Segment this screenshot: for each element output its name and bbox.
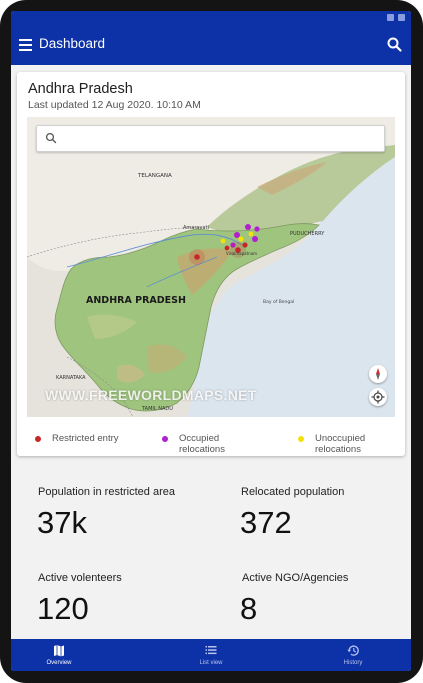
nav-history-label: History (343, 660, 363, 666)
stat-value-active-volunteers: 120 (37, 591, 89, 626)
map-label-karnataka: KARNATAKA (56, 375, 86, 381)
compass-icon[interactable] (369, 365, 387, 383)
screen: Dashboard Andhra Pradesh Last updated 12… (11, 11, 411, 671)
nav-history[interactable]: History (308, 639, 398, 671)
map-label-telangana: TELANGANA (138, 173, 172, 179)
menu-icon[interactable] (19, 37, 33, 53)
map-view[interactable]: TELANGANA Amaravati ANDHRA PRADESH PUDUC… (27, 117, 395, 417)
list-icon (205, 646, 217, 655)
legend-dot-occupied (162, 436, 168, 442)
map-icon (54, 645, 64, 657)
nav-list-view[interactable]: List view (166, 639, 256, 671)
stat-value-active-ngo: 8 (240, 591, 258, 626)
battery-icon (398, 14, 405, 21)
map-search-input[interactable] (36, 125, 385, 152)
nav-list-view-label: List view (199, 660, 223, 666)
legend-label-occupied: Occupied relocations (179, 433, 225, 455)
map-watermark: WWW.FREEWORLDMAPS.NET (45, 387, 257, 403)
map-label-bay: Bay of Bengal (263, 300, 295, 305)
stat-label-active-volunteers: Active volenteers (38, 572, 122, 584)
map-canvas (27, 117, 395, 417)
legend-label-unoccupied: Unoccupied relocations (315, 433, 366, 455)
stat-label-population-restricted: Population in restricted area (38, 486, 175, 498)
page-title: Dashboard (39, 36, 106, 51)
stat-label-relocated-population: Relocated population (241, 486, 345, 498)
region-map-card: Andhra Pradesh Last updated 12 Aug 2020.… (17, 72, 405, 456)
map-label-state: ANDHRA PRADESH (86, 295, 186, 306)
signal-icon (387, 14, 394, 21)
bottom-navigation: Overview List view Hi (11, 639, 411, 671)
legend-dot-unoccupied (298, 436, 304, 442)
map-label-tamil-nadu: TAMIL NADU (142, 406, 173, 412)
legend-label-restricted: Restricted entry (52, 433, 119, 444)
map-label-puducherry: PUDUCHERRY (290, 231, 325, 237)
last-updated: Last updated 12 Aug 2020. 10:10 AM (28, 99, 201, 111)
search-icon (45, 132, 57, 144)
legend-dot-restricted (35, 436, 41, 442)
nav-overview[interactable]: Overview (14, 639, 104, 671)
my-location-icon[interactable] (369, 388, 387, 406)
status-icons (387, 14, 405, 21)
history-icon (347, 645, 359, 656)
stat-label-active-ngo: Active NGO/Agencies (242, 572, 349, 584)
map-label-visakhapatnam: Visakhapatnam (226, 251, 258, 256)
nav-overview-label: Overview (46, 660, 72, 666)
app-bar: Dashboard (11, 25, 411, 65)
stat-value-relocated-population: 372 (240, 505, 292, 540)
stat-value-population-restricted: 37k (37, 505, 87, 540)
status-bar (11, 11, 411, 25)
region-title: Andhra Pradesh (28, 81, 133, 97)
search-icon[interactable] (385, 35, 405, 55)
map-label-amaravati: Amaravati (183, 225, 209, 231)
